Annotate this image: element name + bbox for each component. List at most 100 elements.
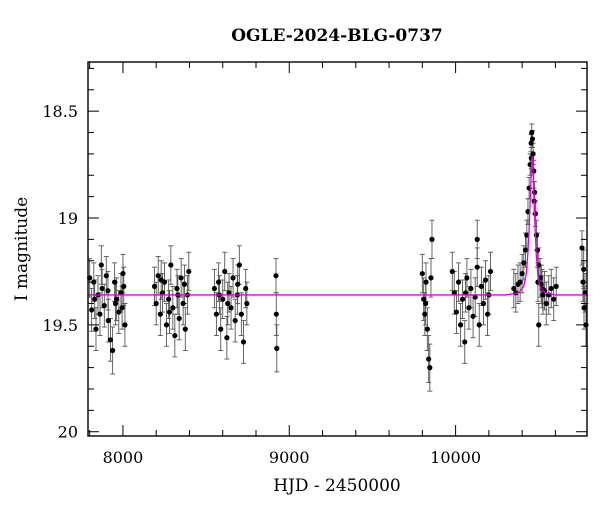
- data-point: [182, 326, 188, 332]
- data-point: [478, 283, 484, 289]
- data-point: [105, 288, 111, 294]
- data-point: [240, 339, 247, 345]
- data-point: [273, 273, 279, 279]
- data-point: [457, 322, 464, 328]
- data-point: [449, 268, 455, 275]
- data-point: [225, 300, 231, 307]
- data-point: [480, 300, 487, 307]
- data-point: [462, 339, 468, 345]
- error-bars-layer: [87, 123, 589, 392]
- data-point: [166, 296, 172, 302]
- chart-title: OGLE-2024-BLG-0737: [231, 26, 443, 46]
- data-point: [92, 296, 98, 302]
- data-point: [176, 315, 182, 322]
- data-point: [218, 326, 224, 332]
- data-point: [517, 279, 523, 285]
- y-tick-labels: 18.5 19 19.5 20: [42, 102, 78, 442]
- x-tick-label: 9000: [269, 448, 310, 467]
- data-point: [423, 279, 429, 285]
- x-tick-label: 10000: [430, 448, 481, 467]
- data-point: [222, 268, 228, 275]
- data-point: [122, 322, 128, 328]
- y-axis-label: I magnitude: [12, 197, 32, 301]
- data-point: [120, 270, 126, 277]
- data-point: [581, 266, 587, 272]
- y-tick-label: 18.5: [42, 102, 78, 121]
- data-point: [238, 311, 244, 317]
- data-point: [230, 275, 236, 281]
- data-point: [466, 305, 472, 311]
- model-curve: [88, 155, 587, 296]
- x-tick-labels: 8000 9000 10000: [103, 448, 481, 467]
- data-point: [170, 305, 176, 311]
- data-point: [455, 279, 462, 285]
- data-point: [482, 277, 489, 283]
- data-point: [453, 309, 460, 315]
- x-axis-label: HJD - 2450000: [273, 476, 401, 496]
- data-point: [476, 322, 482, 328]
- data-point: [236, 262, 242, 268]
- data-point: [224, 335, 230, 341]
- x-tick-label: 8000: [103, 448, 144, 467]
- data-point: [529, 136, 536, 142]
- data-point: [536, 322, 542, 328]
- data-point: [540, 292, 546, 298]
- data-point: [119, 305, 125, 311]
- data-point: [159, 290, 166, 296]
- data-point: [464, 275, 470, 281]
- data-point: [521, 260, 527, 266]
- data-point: [459, 296, 466, 302]
- data-point: [211, 285, 218, 292]
- y-tick-label: 20: [58, 423, 78, 442]
- data-point: [116, 309, 122, 315]
- data-point: [243, 285, 249, 292]
- data-point: [107, 337, 114, 343]
- data-point: [151, 283, 158, 289]
- data-point: [168, 262, 174, 268]
- data-point: [472, 294, 478, 300]
- data-point: [155, 273, 161, 279]
- axis-ticks: [88, 62, 587, 436]
- data-point: [226, 290, 232, 296]
- data-point: [548, 285, 554, 292]
- data-point: [89, 307, 95, 313]
- data-point: [163, 322, 170, 328]
- data-point: [530, 151, 536, 157]
- data-point: [274, 345, 280, 351]
- data-point: [553, 283, 559, 289]
- data-point: [174, 285, 180, 292]
- data-point: [273, 311, 279, 317]
- data-point: [158, 277, 164, 283]
- data-point: [99, 285, 105, 292]
- y-tick-label: 19.5: [42, 316, 78, 335]
- data-point: [101, 303, 107, 309]
- data-point: [484, 311, 491, 317]
- data-point: [419, 270, 425, 277]
- data-point: [235, 281, 241, 287]
- data-point: [579, 245, 585, 251]
- data-point: [429, 236, 435, 242]
- data-point: [97, 311, 103, 317]
- data-point: [105, 317, 111, 324]
- data-point: [180, 300, 186, 307]
- data-point: [451, 290, 457, 296]
- data-point: [112, 279, 118, 285]
- y-tick-label: 19: [58, 209, 78, 228]
- data-point: [110, 347, 116, 354]
- data-point: [244, 300, 250, 307]
- data-point: [166, 309, 173, 315]
- data-point: [528, 140, 534, 146]
- data-point: [424, 326, 430, 332]
- data-point: [543, 300, 549, 307]
- data-point: [172, 332, 178, 339]
- data-point: [421, 296, 427, 302]
- data-point: [522, 247, 529, 253]
- data-point: [581, 305, 587, 311]
- data-point: [112, 300, 119, 307]
- data-point: [529, 129, 535, 136]
- data-point: [186, 268, 192, 275]
- data-point: [474, 236, 480, 242]
- data-point: [103, 273, 109, 279]
- data-point: [532, 211, 539, 217]
